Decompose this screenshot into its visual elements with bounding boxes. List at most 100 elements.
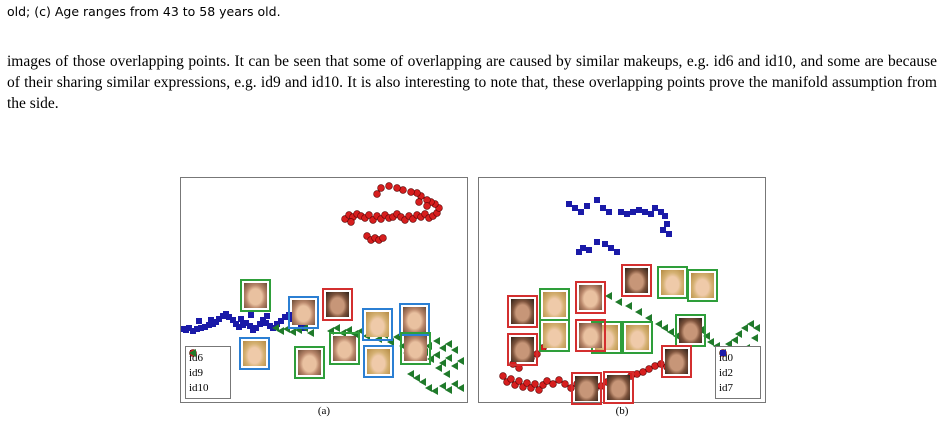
triangle-left-marker-icon — [189, 349, 196, 357]
face-thumbnail — [239, 337, 270, 370]
data-point-id7 — [606, 209, 612, 215]
data-point-id6 — [216, 316, 222, 322]
face-image — [511, 337, 534, 362]
data-point-id6 — [190, 328, 196, 334]
data-point-id7 — [630, 209, 636, 215]
data-point-id0 — [499, 372, 507, 380]
face-image — [367, 349, 390, 374]
data-point-id10 — [445, 354, 452, 362]
data-point-id10 — [307, 329, 314, 337]
legend-a: id6 id9 id10 — [185, 346, 231, 399]
face-image — [626, 325, 649, 350]
data-point-id6 — [230, 317, 236, 323]
face-thumbnail — [362, 308, 393, 341]
face-thumbnail — [575, 281, 606, 314]
legend-item-id9: id9 — [189, 349, 230, 380]
data-point-id6 — [236, 324, 242, 330]
data-point-id2 — [667, 328, 674, 336]
data-point-id10 — [431, 387, 438, 395]
face-image — [579, 323, 602, 348]
data-point-id10 — [413, 374, 420, 382]
data-point-id9 — [365, 211, 373, 219]
face-thumbnail — [621, 264, 652, 297]
face-image — [244, 283, 267, 308]
data-point-id7 — [648, 211, 654, 217]
data-point-id10 — [425, 384, 432, 392]
data-point-id6 — [247, 323, 253, 329]
face-thumbnail — [288, 296, 319, 329]
data-point-id10 — [289, 328, 296, 336]
data-point-id0 — [549, 380, 557, 388]
data-point-id2 — [615, 298, 622, 306]
data-point-id7 — [618, 209, 624, 215]
data-point-id10 — [433, 351, 440, 359]
data-point-id6 — [208, 317, 214, 323]
data-point-id2 — [707, 338, 714, 346]
data-point-id7 — [608, 245, 614, 251]
face-thumbnail — [399, 303, 430, 336]
data-point-id7 — [660, 227, 666, 233]
data-point-id7 — [636, 207, 642, 213]
data-point-id0 — [561, 380, 569, 388]
data-point-id10 — [419, 378, 426, 386]
data-point-id6 — [278, 318, 284, 324]
data-point-id7 — [594, 197, 600, 203]
data-point-id2 — [751, 334, 758, 342]
data-point-id7 — [578, 209, 584, 215]
data-point-id7 — [566, 201, 572, 207]
data-point-id6 — [298, 322, 304, 328]
data-point-id2 — [735, 330, 742, 338]
figure-scatter-plots: id6 id9 id10 (a) id0 id2 — [180, 177, 766, 425]
data-point-id6 — [243, 320, 249, 326]
data-point-id6 — [238, 316, 244, 322]
face-thumbnail — [687, 269, 718, 302]
face-thumbnail — [400, 332, 431, 365]
face-thumbnail — [322, 288, 353, 321]
data-point-id0 — [531, 380, 539, 388]
face-image — [691, 273, 714, 298]
data-point-id6 — [253, 325, 259, 331]
face-thumbnail — [661, 345, 692, 378]
data-point-id9 — [385, 182, 393, 190]
data-point-id7 — [642, 209, 648, 215]
data-point-id10 — [445, 340, 452, 348]
data-point-id9 — [423, 202, 431, 210]
data-point-id10 — [393, 333, 400, 341]
data-point-id6 — [264, 313, 270, 319]
data-point-id10 — [451, 362, 458, 370]
square-marker-icon — [720, 350, 726, 356]
data-point-id0 — [639, 368, 647, 376]
subfigure-label-b: (b) — [615, 405, 629, 417]
data-point-id0 — [535, 386, 543, 394]
face-image — [543, 292, 566, 317]
data-point-id9 — [393, 184, 401, 192]
face-thumbnail — [329, 332, 360, 365]
face-thumbnail — [539, 288, 570, 321]
data-point-id2 — [747, 320, 754, 328]
data-point-id6 — [202, 324, 208, 330]
face-thumbnail — [571, 372, 602, 405]
data-point-id10 — [457, 384, 464, 392]
legend-label-id9: id9 — [189, 366, 204, 379]
data-point-id9 — [415, 198, 423, 206]
face-image — [607, 375, 630, 400]
face-image — [665, 349, 688, 374]
data-point-id2 — [605, 292, 612, 300]
face-image — [575, 376, 598, 401]
legend-label-id2: id2 — [719, 366, 734, 379]
data-point-id7 — [594, 239, 600, 245]
face-image — [579, 285, 602, 310]
data-point-id2 — [753, 324, 760, 332]
data-point-id10 — [272, 324, 279, 332]
data-point-id10 — [407, 370, 414, 378]
face-image — [403, 307, 426, 332]
data-point-id10 — [451, 346, 458, 354]
face-thumbnail — [507, 333, 538, 366]
legend-item-id2: id2 — [719, 349, 760, 380]
data-point-id10 — [439, 344, 446, 352]
face-image — [333, 336, 356, 361]
data-point-id6 — [274, 321, 280, 327]
face-thumbnail — [622, 321, 653, 354]
data-point-id10 — [433, 337, 440, 345]
face-image — [243, 341, 266, 366]
